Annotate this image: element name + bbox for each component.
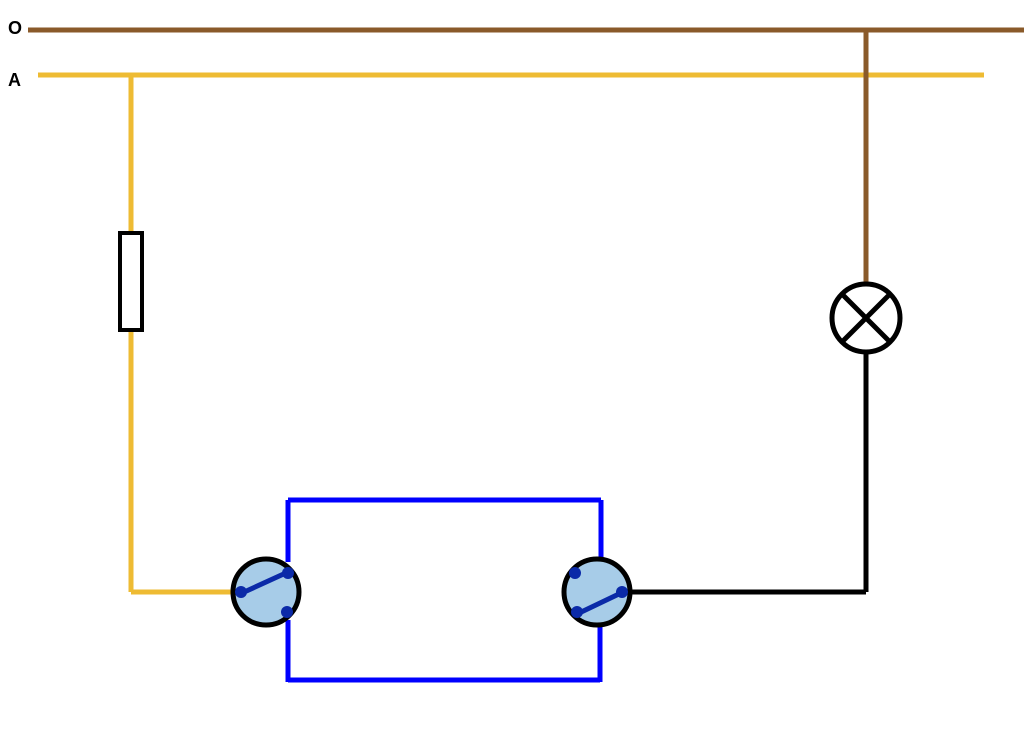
- circuit-diagram: [0, 0, 1024, 750]
- switch2-terminal-2: [571, 606, 583, 618]
- switch2-terminal-1: [569, 567, 581, 579]
- fuse: [120, 233, 142, 330]
- switch1-terminal-1: [282, 567, 294, 579]
- switch2-terminal-0: [616, 586, 628, 598]
- switch1-terminal-2: [281, 606, 293, 618]
- switch1-terminal-0: [235, 586, 247, 598]
